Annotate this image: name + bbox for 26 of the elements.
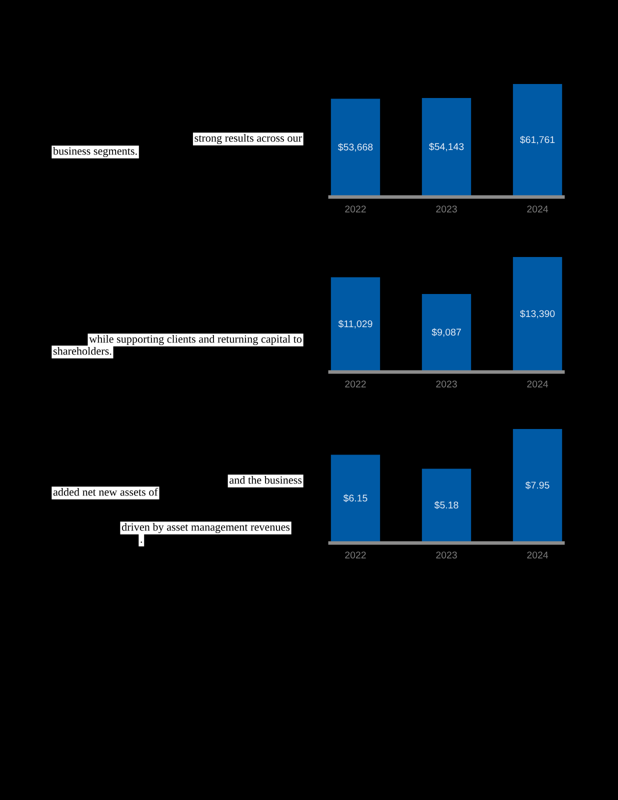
x-tick-label: 2023 <box>436 206 457 212</box>
x-tick-label: 2022 <box>345 380 366 388</box>
text: while supporting clients and returning capital to <box>89 334 302 346</box>
data-label: $53,668 <box>338 143 373 152</box>
data-label: $61,761 <box>520 136 555 144</box>
x-tick-label: 2024 <box>527 552 548 558</box>
text: driven by asset management revenues <box>122 522 290 534</box>
data-label: $54,143 <box>429 142 464 152</box>
x-tick-label: 2023 <box>436 380 457 388</box>
text: added net new assets of <box>53 488 158 496</box>
text: business segments. <box>53 146 137 158</box>
x-tick-label: 2024 <box>527 380 548 388</box>
data-label: $6.15 <box>343 494 368 502</box>
data-label: $11,029 <box>338 320 372 328</box>
text: . <box>140 542 142 543</box>
text: shareholders. <box>53 346 112 355</box>
data-label: $5.18 <box>434 501 458 510</box>
data-label: $7.95 <box>525 481 550 490</box>
x-tick-label: 2024 <box>527 206 548 212</box>
text: strong results across our <box>194 134 302 144</box>
text: and the business <box>230 476 302 484</box>
x-tick-label: 2023 <box>436 552 457 558</box>
x-tick-label: 2022 <box>345 552 366 558</box>
data-label: $9,087 <box>432 328 461 337</box>
data-label: $13,390 <box>520 310 555 318</box>
x-tick-label: 2022 <box>345 206 366 212</box>
